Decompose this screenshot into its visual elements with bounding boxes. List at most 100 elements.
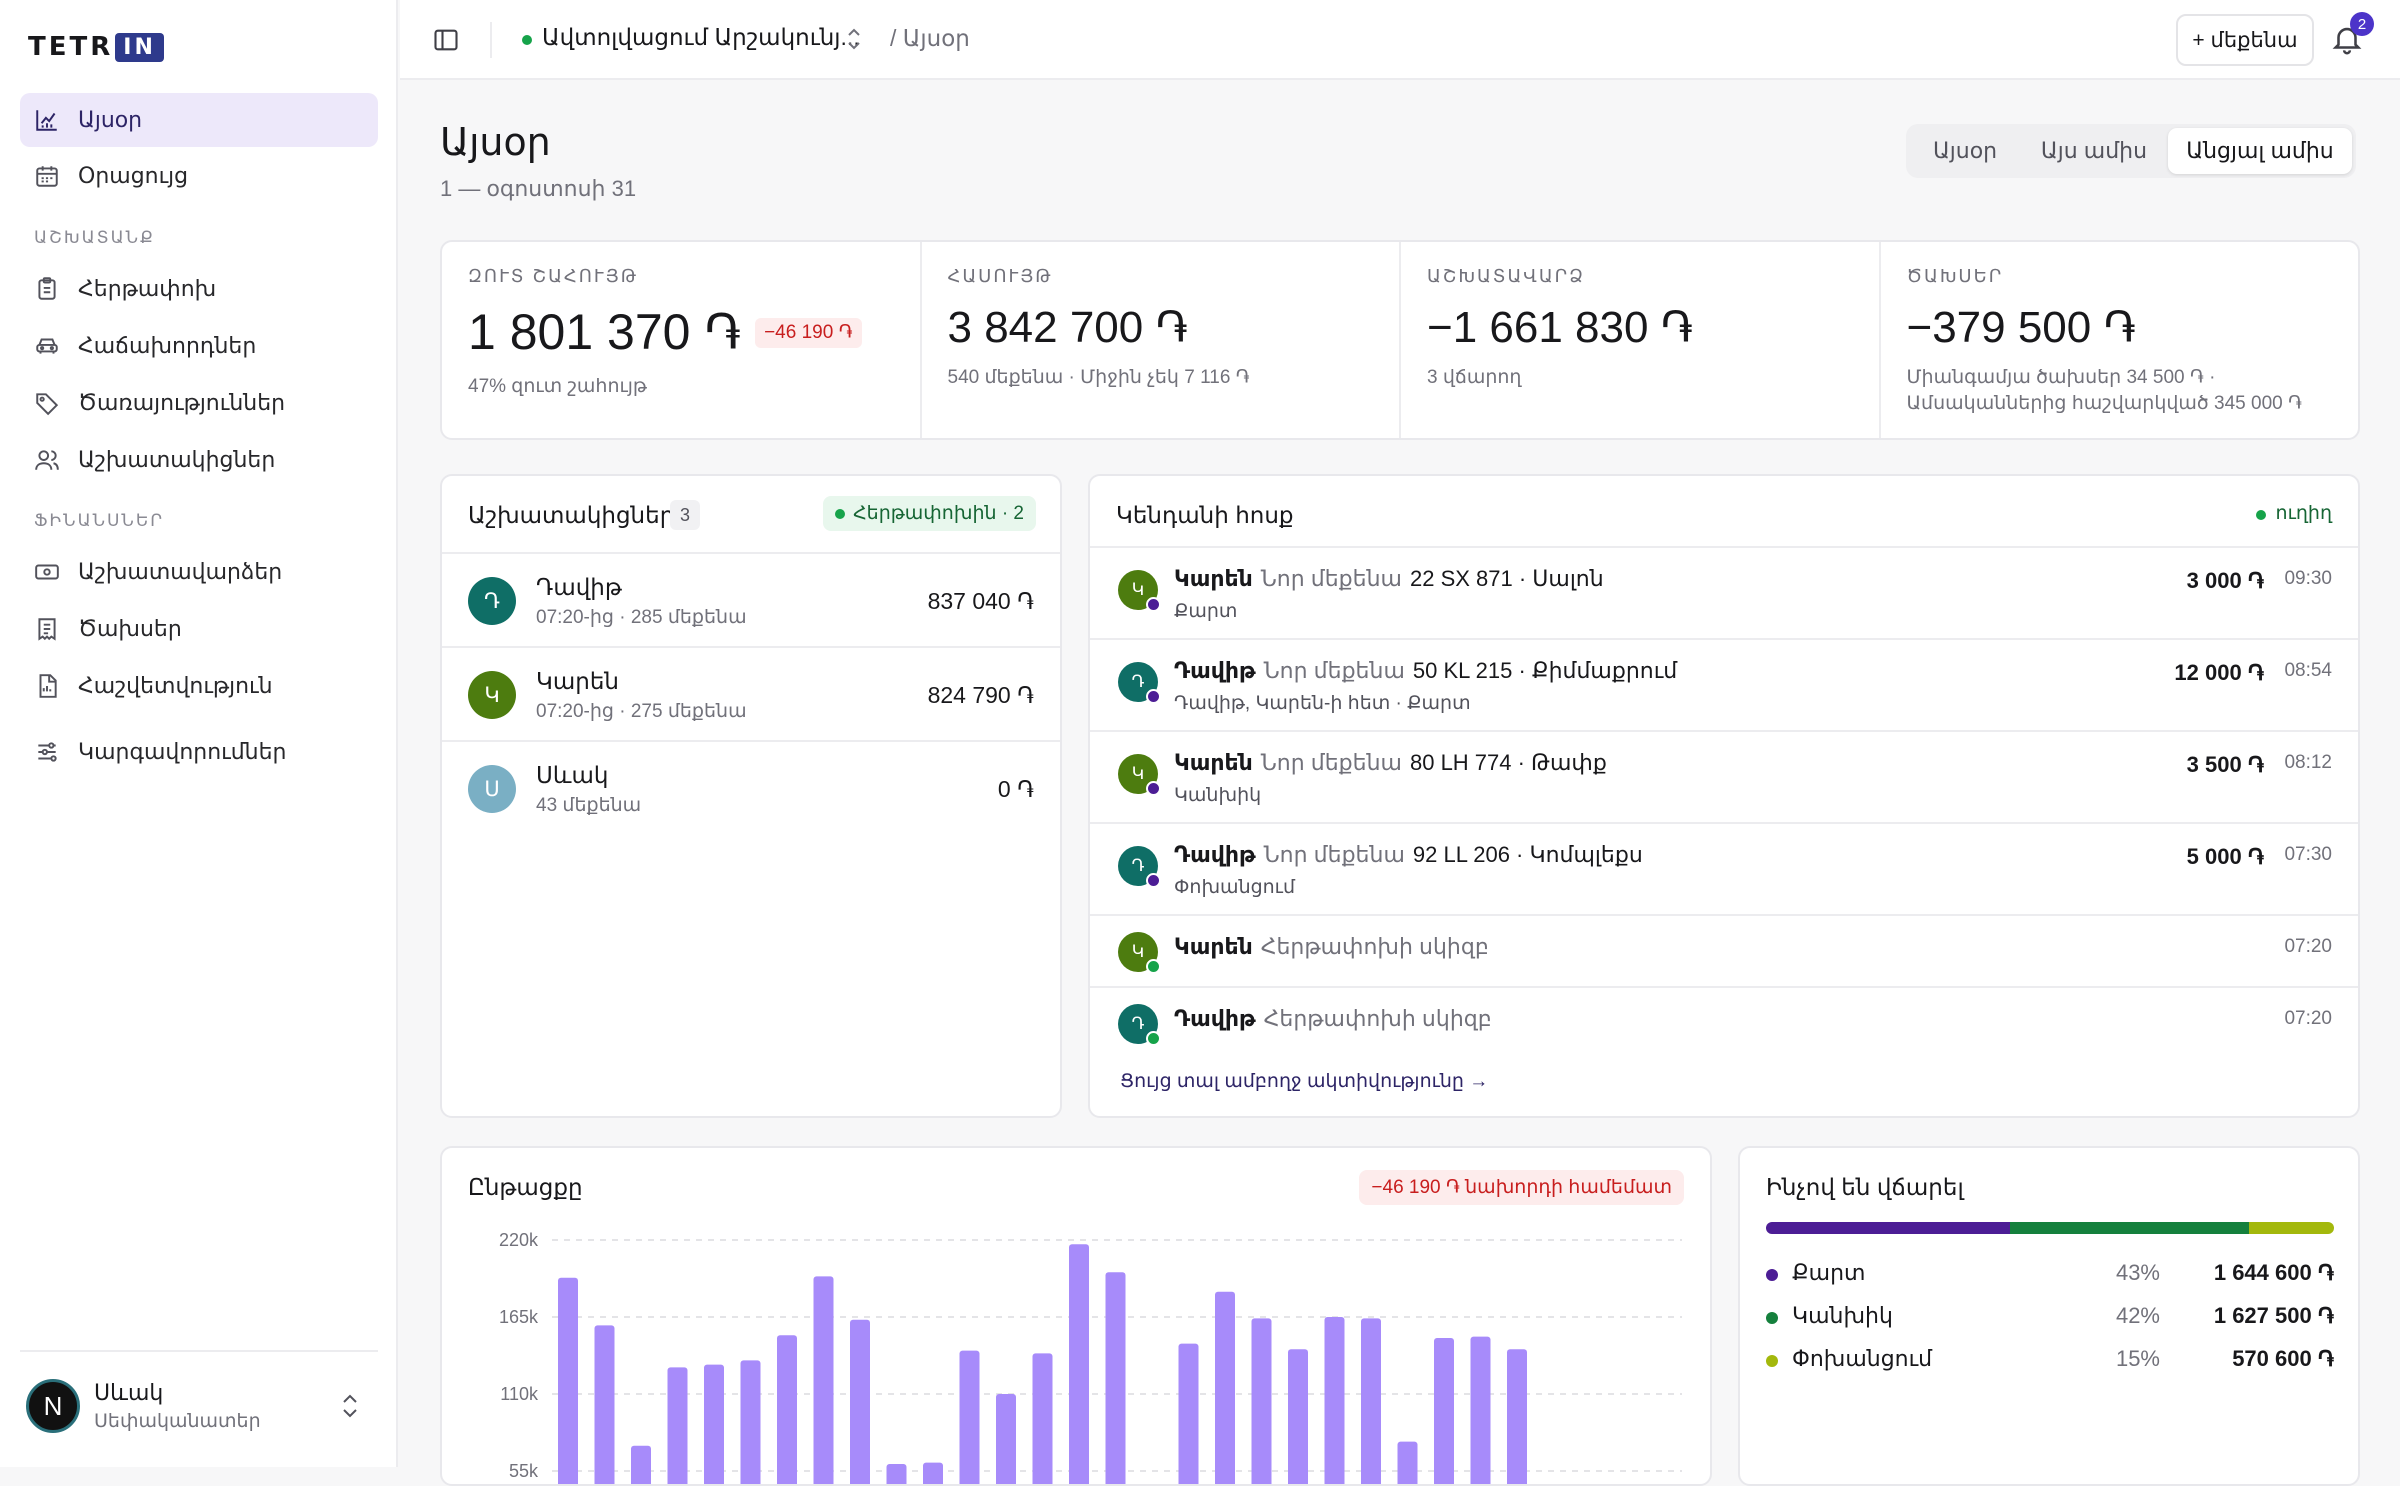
feed-row[interactable]: Դ Դավիթ Հերթափոխի սկիզբ 07:20 [1090, 986, 2358, 1058]
revenue-bar[interactable] [923, 1462, 943, 1486]
tag-icon [36, 393, 59, 416]
revenue-bar[interactable] [1434, 1338, 1454, 1486]
sidebar-item-clients[interactable]: Հաճախորդներ [20, 319, 378, 373]
sidebar-item-services[interactable]: Ծառայություններ [20, 376, 378, 430]
add-car-button[interactable]: + մեքենա [2176, 14, 2314, 66]
revenue-bar[interactable] [777, 1335, 797, 1486]
sidebar: TETR IN Այսօր Օրացույց ԱՇԽԱՏԱՆՔ Հերթափոխ… [0, 0, 398, 1467]
status-dot [1146, 959, 1161, 974]
feed-line: Դավիթ Հերթափոխի սկիզբ [1174, 1006, 1492, 1032]
y-tick-label: 220k [499, 1230, 539, 1250]
period-last-month[interactable]: Անցյալ ամիս [2168, 128, 2352, 174]
sidebar-item-today[interactable]: Այսօր [20, 93, 378, 147]
revenue-bar[interactable] [1032, 1353, 1053, 1486]
feed-row[interactable]: Կ Կարեն Նոր մեքենա 80 LH 774 · Թափք Կանխիկ 3 … [1090, 730, 2358, 822]
payment-share-segment [2010, 1222, 2249, 1234]
kpi-note: Միանգամյա ծախսեր 34 500 ֏ · Ամսականներից… [1906, 367, 2302, 414]
bell-icon[interactable] [2330, 22, 2364, 56]
revenue-bar[interactable] [1288, 1349, 1308, 1486]
y-tick-label: 110k [500, 1384, 539, 1404]
revenue-bar[interactable] [631, 1445, 651, 1486]
revenue-bar[interactable] [594, 1325, 615, 1486]
feed-action: Նոր մեքենա [1263, 658, 1405, 683]
revenue-bar[interactable] [1178, 1343, 1199, 1486]
sidebar-item-salaries[interactable]: Աշխատավարձեր [20, 545, 378, 599]
logo[interactable]: TETR IN [28, 30, 164, 64]
sidebar-item-report[interactable]: Հաշվետվություն [20, 659, 378, 713]
revenue-bar[interactable] [1069, 1244, 1089, 1486]
revenue-bar[interactable] [1251, 1318, 1272, 1486]
revenue-bar[interactable] [1397, 1441, 1418, 1486]
kpi-note: 3 վճարող [1427, 367, 1522, 388]
feed-amount: 12 000 ֏ [2174, 660, 2264, 685]
sidebar-item-label: Աշխատակիցներ [78, 447, 276, 472]
revenue-bar[interactable] [996, 1394, 1016, 1486]
show-all-activity-link[interactable]: Ցույց տալ ամբողջ ակտիվությունը → [1120, 1071, 1489, 1092]
chevrons-updown-icon[interactable] [846, 26, 862, 52]
user-role: Սեփականատեր [94, 1411, 261, 1432]
payment-label: Կանխիկ [1792, 1303, 1893, 1328]
revenue-bar[interactable] [1507, 1349, 1527, 1486]
revenue-bar[interactable] [886, 1464, 907, 1486]
revenue-bar[interactable] [1215, 1291, 1235, 1486]
feed-row[interactable]: Դ Դավիթ Նոր մեքենա 50 KL 215 · Քիմմաքրում Դա… [1090, 638, 2358, 730]
employee-row[interactable]: Ս Սևակ 43 մեքենա 0 ֏ [442, 740, 1060, 834]
kpi-value: 3 842 700 ֏ [947, 303, 1188, 352]
feed-row[interactable]: Դ Դավիթ Նոր մեքենա 92 LL 206 · Կոմպլեքս Փոխա… [1090, 822, 2358, 914]
feed-row[interactable]: Կ Կարեն Նոր մեքենա 22 SX 871 · Սալոն Քարտ 3 0… [1090, 546, 2358, 638]
feed-amount: 5 000 ֏ [2186, 844, 2264, 869]
business-switcher[interactable]: Ավտոլվացում Արշակունյ... [542, 24, 860, 50]
kpi-expenses: ԾԱԽՍԵՐ −379 500 ֏ Միանգամյա ծախսեր 34 50… [1881, 242, 2359, 438]
feed-line: Դավիթ Նոր մեքենա 92 LL 206 · Կոմպլեքս [1174, 842, 1643, 868]
avatar: N [26, 1379, 80, 1433]
employee-row[interactable]: Դ Դավիթ 07:20-ից · 285 մեքենա 837 040 ֏ [442, 552, 1060, 646]
sidebar-item-employees[interactable]: Աշխատակիցներ [20, 433, 378, 487]
user-name: Սևակ [94, 1380, 164, 1405]
live-feed-card: Կենդանի հոսք ուղիղ Կ Կարեն Նոր մեքենա 22 SX… [1088, 474, 2360, 1118]
kpi-label: ԱՇԽԱՏԱՎԱՐՁ [1427, 266, 1585, 286]
employee-row[interactable]: Կ Կարեն 07:20-ից · 275 մեքենա 824 790 ֏ [442, 646, 1060, 740]
sidebar-item-expenses[interactable]: Ծախսեր [20, 602, 378, 656]
feed-action: Նոր մեքենա [1263, 842, 1405, 867]
live-indicator: ուղիղ [2255, 502, 2332, 525]
employee-amount: 0 ֏ [997, 776, 1034, 802]
revenue-bar[interactable] [1105, 1272, 1126, 1486]
period-today[interactable]: Այսօր [1932, 138, 1998, 163]
user-menu[interactable]: N Սևակ Սեփականատեր [20, 1350, 378, 1460]
revenue-bar[interactable] [1470, 1336, 1491, 1486]
revenue-bar[interactable] [1324, 1317, 1345, 1486]
status-dot [1146, 781, 1161, 796]
sidebar-item-calendar[interactable]: Օրացույց [20, 149, 378, 203]
revenue-bar[interactable] [850, 1319, 870, 1486]
sidebar-toggle-icon[interactable] [432, 26, 460, 54]
feed-actor: Դավիթ [1174, 658, 1256, 683]
sidebar-item-settings[interactable]: Կարգավորումներ [20, 725, 378, 779]
card-title: Աշխատակիցներ [468, 502, 675, 528]
status-badge: Հերթափոխին · 2 [823, 496, 1036, 531]
revenue-bar[interactable] [813, 1276, 834, 1486]
kpi-value: −379 500 ֏ [1906, 303, 2136, 352]
card-title: Ինչով են վճարել [1766, 1174, 1964, 1200]
revenue-bar[interactable] [1361, 1318, 1381, 1486]
status-dot [1146, 597, 1161, 612]
legend-dot [1766, 1355, 1778, 1367]
revenue-bar[interactable] [704, 1364, 724, 1486]
sidebar-item-shift[interactable]: Հերթափոխ [20, 262, 378, 316]
period-this-month[interactable]: Այս ամիս [2040, 138, 2148, 163]
revenue-bar[interactable] [959, 1350, 980, 1486]
revenue-bar[interactable] [667, 1367, 688, 1486]
feed-action: Հերթափոխի սկիզբ [1260, 934, 1489, 959]
feed-subtext: Դավիթ, Կարեն-ի հետ · Քարտ [1174, 693, 1471, 714]
kpi-value: 1 801 370 ֏ [468, 304, 742, 360]
feed-row[interactable]: Կ Կարեն Հերթափոխի սկիզբ 07:20 [1090, 914, 2358, 986]
feed-line: Կարեն Նոր մեքենա 80 LH 774 · Թափք [1174, 750, 1607, 776]
status-dot [1146, 873, 1161, 888]
avatar: Կ [1118, 754, 1158, 794]
divider [490, 22, 492, 58]
revenue-bar[interactable] [558, 1277, 578, 1486]
feed-time: 07:20 [2284, 1008, 2332, 1029]
sliders-icon [38, 742, 57, 762]
revenue-bar[interactable] [740, 1360, 761, 1486]
kpi-net-profit: ԶՈՒՏ ՇԱՀՈՒՅԹ 1 801 370 ֏ −46 190 ֏ 47% զ… [442, 242, 922, 438]
feed-time: 08:54 [2284, 660, 2332, 681]
